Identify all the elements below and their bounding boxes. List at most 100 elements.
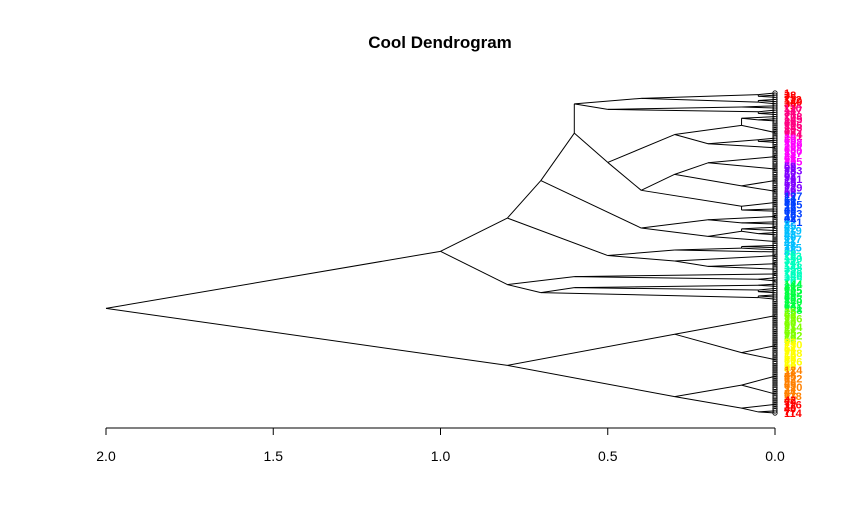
leaf-label: 31 — [784, 281, 796, 293]
leaf-label: 100 — [784, 146, 802, 158]
branch-edge — [440, 250, 508, 286]
leaf-label: 75 — [784, 92, 796, 104]
chart-title: Cool Dendrogram — [368, 33, 512, 52]
branch-edge — [741, 202, 776, 207]
leaf-label: 60 — [784, 318, 796, 330]
leaf-label: 3 — [784, 402, 790, 414]
leaf-label: 8 — [784, 219, 790, 231]
branch-edge — [741, 106, 776, 109]
leaf-label: 6 — [784, 228, 790, 240]
leaf-label: 72 — [784, 266, 796, 278]
leaf-label: 23 — [784, 316, 796, 328]
branch-edge — [741, 185, 776, 192]
leaf-label: 142 — [784, 288, 802, 300]
branch-edge — [708, 265, 776, 270]
branch-edge — [741, 247, 776, 251]
branch-edge — [574, 284, 759, 289]
leaf-label: 136 — [784, 314, 802, 326]
leaf-label: 83 — [784, 380, 796, 392]
leaf-label: 5 — [784, 393, 790, 405]
leaf-label: 55 — [784, 178, 796, 190]
leaf-labels: 1387511214936731101473471108145326910614… — [784, 88, 803, 420]
leaf-label: 124 — [784, 365, 803, 377]
leaf-label: 107 — [784, 277, 802, 289]
branch-edge — [758, 119, 776, 122]
leaf-label: 27 — [784, 298, 796, 310]
leaf-label: 112 — [784, 94, 802, 106]
branch-edge — [708, 156, 776, 164]
branch-edge — [674, 249, 776, 253]
leaf-label: 65 — [784, 135, 796, 147]
leaf-label: 17 — [784, 341, 796, 353]
branch-edge — [574, 97, 642, 105]
leaf-label: 130 — [784, 339, 802, 351]
leaf-label: 53 — [784, 187, 796, 199]
leaf-label: 143 — [784, 122, 802, 134]
leaf-label: 105 — [784, 286, 802, 298]
leaf-label: 131 — [784, 174, 802, 186]
branch-edge — [105, 250, 441, 309]
leaf-label: 49 — [784, 204, 796, 216]
leaf-label: 81 — [784, 389, 796, 401]
leaf-label: 12 — [784, 202, 796, 214]
branch-edge — [105, 307, 508, 366]
leaf-label: 98 — [784, 155, 796, 167]
leaf-label: 104 — [784, 129, 803, 141]
leaf-label: 57 — [784, 170, 796, 182]
branch-edge — [758, 140, 776, 143]
leaf-label: 20 — [784, 167, 796, 179]
leaf-label: 128 — [784, 348, 802, 360]
branch-edge — [758, 92, 776, 96]
branch-edge — [758, 284, 776, 287]
leaf-label: 84 — [784, 215, 797, 227]
branch-edge — [540, 287, 575, 294]
leaf-label: 22 — [784, 159, 796, 171]
leaf-label: 46 — [784, 378, 796, 390]
leaf-label: 30 — [784, 125, 796, 137]
branch-edge — [758, 109, 776, 113]
branch-edge — [758, 137, 776, 141]
leaf-label: 103 — [784, 294, 802, 306]
leaf-label: 42 — [784, 395, 796, 407]
branch-edge — [573, 132, 609, 163]
leaf-label: 69 — [784, 118, 796, 130]
leaf-label: 68 — [784, 283, 796, 295]
leaf-label: 133 — [784, 165, 802, 177]
leaf-label: 127 — [784, 191, 802, 203]
branch-edge — [741, 117, 759, 121]
leaf-label: 139 — [784, 140, 802, 152]
branch-edge — [708, 235, 776, 242]
leaf-label: 113 — [784, 251, 802, 263]
x-tick-label: 1.5 — [264, 448, 284, 464]
leaf-label: 147 — [784, 105, 802, 117]
branch-edge — [674, 124, 742, 136]
leaf-label: 9 — [784, 376, 790, 388]
branch-edge — [507, 284, 541, 294]
leaf-label: 117 — [784, 234, 802, 246]
leaf-label: 44 — [784, 387, 797, 399]
leaf-label: 116 — [784, 399, 802, 411]
leaf-label: 32 — [784, 116, 796, 128]
branch-edge — [641, 227, 709, 237]
leaf-label: 29 — [784, 290, 796, 302]
branch-edge — [507, 333, 675, 366]
leaf-label: 34 — [784, 107, 797, 119]
x-axis-ticks: 2.0 1.5 1.0 0.5 0.0 — [96, 428, 785, 464]
branch-edge — [574, 273, 776, 278]
branch-edge — [708, 139, 759, 145]
leaf-label: 28 — [784, 133, 796, 145]
leaf-label: 101 — [784, 303, 802, 315]
leaf-label: 62 — [784, 309, 796, 321]
leaf-label: 119 — [784, 225, 802, 237]
leaf-label: 102 — [784, 137, 802, 149]
leaf-label: 63 — [784, 144, 796, 156]
leaf-label: 135 — [784, 157, 802, 169]
branch-edge — [440, 217, 508, 252]
leaf-label: 114 — [784, 408, 803, 420]
branch-edge — [708, 263, 776, 267]
leaf-label: 13 — [784, 359, 796, 371]
leaf-label: 115 — [784, 243, 802, 255]
branch-edge — [758, 297, 776, 300]
leaf-label: 106 — [784, 120, 802, 132]
leaf-label: 18 — [784, 176, 796, 188]
